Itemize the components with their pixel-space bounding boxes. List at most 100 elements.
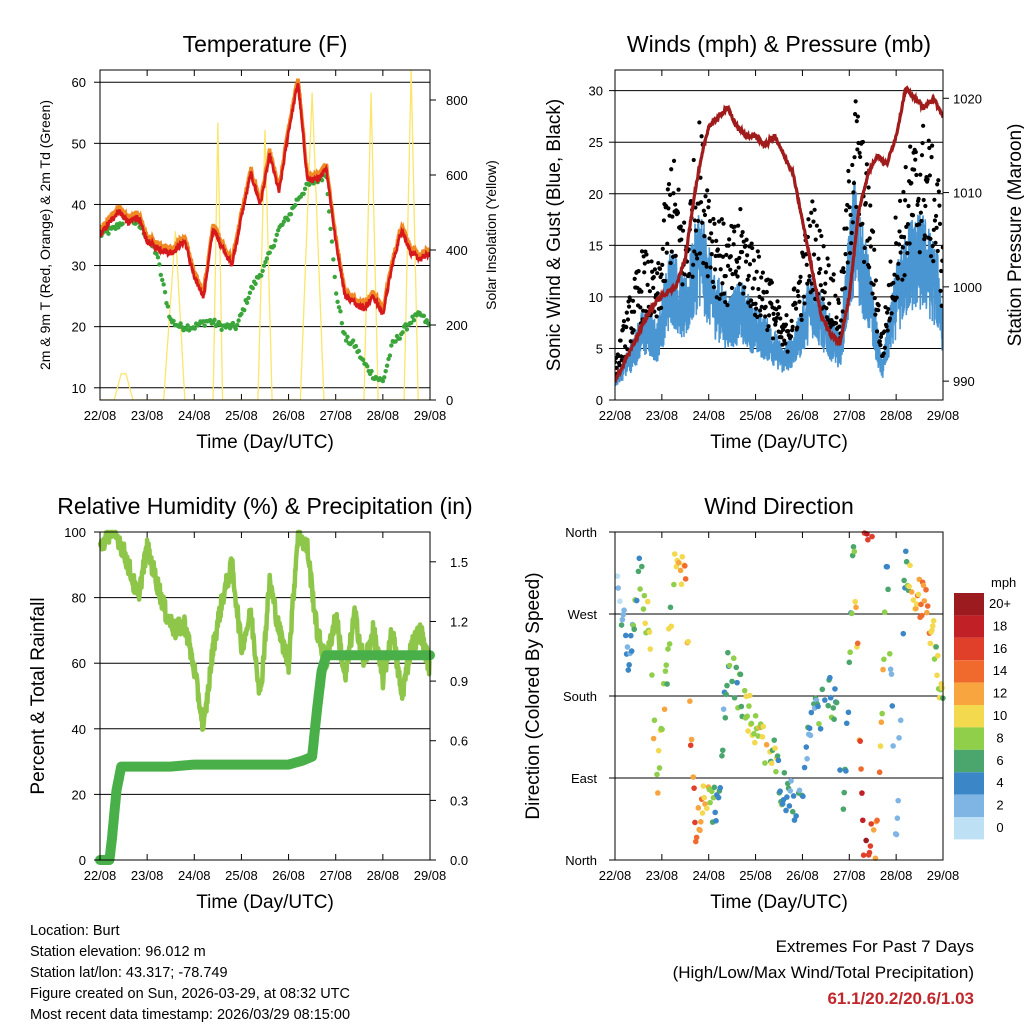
direction-point bbox=[858, 766, 864, 772]
gust-point bbox=[930, 143, 935, 148]
gust-point bbox=[863, 201, 868, 206]
direction-point bbox=[703, 805, 710, 812]
gust-point bbox=[698, 200, 704, 205]
gust-point bbox=[848, 212, 853, 218]
x-tick-label: 26/08 bbox=[272, 408, 305, 423]
dewpoint-point bbox=[253, 281, 258, 286]
direction-point bbox=[804, 755, 810, 762]
x-tick-label: 23/08 bbox=[646, 868, 679, 883]
dewpoint-point bbox=[246, 295, 251, 301]
colorbar-label: 16 bbox=[993, 641, 1007, 656]
direction-point bbox=[789, 808, 796, 815]
dewpoint-point bbox=[301, 191, 306, 196]
gust-point bbox=[873, 278, 879, 283]
gust-point bbox=[849, 241, 854, 246]
gust-point bbox=[917, 222, 922, 227]
dewpoint-point bbox=[233, 326, 238, 332]
dewpoint-point bbox=[339, 320, 345, 326]
gust-point bbox=[854, 204, 859, 210]
extremes-subtitle: (High/Low/Max Wind/Total Precipitation) bbox=[672, 963, 974, 982]
gust-point bbox=[693, 228, 699, 233]
dewpoint-point bbox=[165, 304, 171, 309]
gust-point bbox=[696, 218, 701, 224]
dewpoint-point bbox=[264, 256, 270, 261]
direction-point bbox=[927, 640, 934, 647]
direction-point bbox=[635, 568, 642, 575]
gust-point bbox=[728, 254, 733, 259]
direction-point bbox=[841, 789, 848, 796]
direction-point bbox=[650, 735, 657, 742]
gust-point bbox=[751, 258, 756, 263]
direction-point bbox=[913, 605, 919, 612]
gust-point bbox=[750, 286, 755, 291]
gust-point bbox=[744, 237, 749, 242]
gust-point bbox=[866, 185, 871, 190]
gust-point bbox=[711, 285, 717, 290]
gust-point bbox=[811, 252, 817, 257]
direction-point bbox=[771, 737, 778, 743]
gust-point bbox=[714, 238, 719, 243]
gust-point bbox=[895, 276, 900, 281]
series-solar-line bbox=[100, 70, 430, 400]
direction-point bbox=[744, 713, 751, 720]
y2-tick-label: 0.3 bbox=[450, 793, 468, 808]
dewpoint-point bbox=[120, 221, 125, 226]
gust-point bbox=[918, 172, 923, 177]
gust-point bbox=[793, 306, 799, 311]
gust-point bbox=[850, 220, 855, 225]
y-tick-label: 80 bbox=[72, 591, 86, 606]
gust-point bbox=[784, 313, 789, 318]
gust-point bbox=[926, 138, 931, 143]
direction-point bbox=[707, 799, 713, 806]
direction-point bbox=[691, 785, 697, 791]
gust-point bbox=[868, 203, 873, 208]
direction-point bbox=[852, 598, 858, 605]
gust-point bbox=[799, 317, 804, 322]
x-tick-label: 27/08 bbox=[833, 868, 866, 883]
direction-point bbox=[910, 597, 917, 603]
y-tick-label: North bbox=[565, 525, 597, 540]
dewpoint-point bbox=[116, 225, 121, 230]
gust-point bbox=[896, 261, 901, 266]
direction-point bbox=[655, 790, 661, 796]
direction-point bbox=[817, 725, 824, 732]
direction-point bbox=[807, 732, 814, 739]
panel-title: Winds (mph) & Pressure (mb) bbox=[627, 31, 931, 57]
direction-point bbox=[701, 794, 708, 801]
gust-point bbox=[826, 317, 831, 322]
direction-point bbox=[646, 629, 653, 635]
gust-point bbox=[801, 294, 807, 299]
y-axis-label: Direction (Colored By Speed) bbox=[523, 572, 544, 819]
dewpoint-point bbox=[192, 326, 197, 331]
direction-point bbox=[827, 674, 833, 681]
direction-point bbox=[897, 717, 904, 724]
series-wind-line bbox=[615, 180, 943, 387]
direction-point bbox=[755, 733, 761, 739]
plot-frame bbox=[614, 69, 944, 401]
gust-point bbox=[766, 313, 772, 318]
dewpoint-point bbox=[227, 326, 233, 331]
data-layer bbox=[100, 70, 430, 400]
gust-point bbox=[897, 229, 902, 234]
direction-point bbox=[772, 745, 778, 752]
x-tick-label: 26/08 bbox=[272, 868, 305, 883]
dewpoint-point bbox=[242, 307, 247, 313]
gust-point bbox=[717, 296, 722, 301]
colorbar-label: 14 bbox=[993, 663, 1007, 678]
y-tick-label: 30 bbox=[589, 84, 603, 99]
dewpoint-point bbox=[356, 348, 362, 354]
gust-point bbox=[644, 252, 649, 257]
dewpoint-point bbox=[274, 232, 279, 237]
gust-point bbox=[710, 239, 715, 244]
direction-point bbox=[773, 768, 779, 775]
direction-point bbox=[845, 709, 852, 716]
direction-point bbox=[746, 692, 753, 699]
gust-point bbox=[888, 259, 893, 264]
direction-point bbox=[880, 666, 886, 673]
station-info: Location: Burt Station elevation: 96.012… bbox=[30, 921, 350, 1026]
direction-point bbox=[790, 793, 797, 799]
y-tick-label: 100 bbox=[64, 525, 86, 540]
gust-point bbox=[739, 249, 745, 255]
gust-point bbox=[756, 286, 761, 292]
